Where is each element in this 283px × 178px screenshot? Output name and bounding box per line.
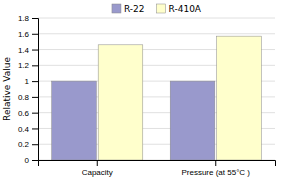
y-tick-mark [32, 81, 38, 82]
chart: 0 0.2 0.4 0.6 0.8 1 1.2 1.4 1.6 1.8 Capacity Pressu… [0, 0, 283, 178]
y-tick-mark [32, 65, 38, 66]
legend-label: R-410A [169, 4, 202, 14]
bars [52, 36, 262, 160]
y-tick-mark [32, 18, 38, 19]
x-tick: Pressure (at 55°C ) [181, 160, 250, 177]
x-tick-label: Capacity [82, 168, 113, 177]
y-tick-label: 1.2 [18, 61, 30, 70]
x-axis-line [39, 161, 276, 167]
grid-line [38, 33, 275, 34]
y-tick: 1.2 [18, 61, 38, 70]
y-tick-label: 0.8 [18, 93, 30, 102]
bar [217, 36, 262, 160]
x-tick-label: Pressure (at 55°C ) [181, 168, 250, 177]
y-axis: 0 0.2 0.4 0.6 0.8 1 1.2 1.4 1.6 1.8 [18, 14, 39, 165]
y-tick: 1 [25, 77, 38, 86]
bar-series [98, 36, 261, 160]
legend: R-22 R-410A [112, 4, 202, 14]
x-tick: Capacity [82, 160, 113, 177]
y-tick-label: 1.6 [18, 30, 30, 39]
y-tick-label: 1.8 [18, 14, 30, 23]
x-axis: Capacity Pressure (at 55°C ) [39, 160, 276, 177]
legend-swatch [157, 4, 166, 13]
y-tick: 1.8 [18, 14, 38, 23]
x-tick-mark [97, 160, 98, 166]
legend-item: R-410A [157, 4, 202, 14]
grid-line [38, 18, 275, 19]
y-tick-label: 0.6 [18, 109, 30, 118]
y-tick-mark [32, 128, 38, 129]
y-tick-mark [32, 113, 38, 114]
y-tick: 0.2 [18, 140, 38, 149]
legend-swatch [112, 4, 121, 13]
y-axis-title: Relative Value [2, 57, 12, 121]
bar [170, 81, 215, 160]
y-tick: 0.4 [18, 125, 38, 134]
y-tick-mark [32, 160, 38, 161]
y-tick-mark [32, 144, 38, 145]
bar [52, 81, 97, 160]
y-tick-mark [32, 97, 38, 98]
y-tick-mark [32, 34, 38, 35]
y-tick: 0.6 [18, 109, 38, 118]
x-tick-mark [215, 160, 216, 166]
y-tick-label: 0.2 [18, 140, 30, 149]
y-tick: 1.4 [18, 46, 38, 55]
grid [38, 18, 275, 160]
y-tick-label: 1.4 [18, 46, 30, 55]
legend-item: R-22 [112, 4, 145, 14]
y-tick: 1.6 [18, 30, 38, 39]
y-tick: 0.8 [18, 93, 38, 102]
legend-label: R-22 [124, 4, 145, 14]
y-tick-label: 0.4 [18, 125, 30, 134]
plot: 0 0.2 0.4 0.6 0.8 1 1.2 1.4 1.6 1.8 Capacity Pressu… [18, 14, 276, 177]
y-tick-label: 0 [25, 156, 30, 165]
y-tick-label: 1 [25, 77, 30, 86]
y-axis-line [32, 19, 39, 161]
y-tick: 0 [25, 156, 38, 165]
y-tick-mark [32, 50, 38, 51]
bar [98, 45, 143, 160]
